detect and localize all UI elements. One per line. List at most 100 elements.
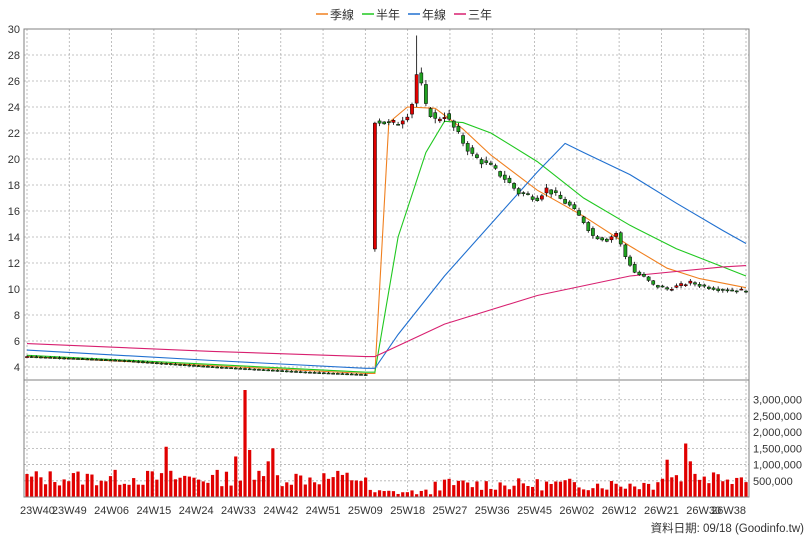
candle-down	[716, 288, 721, 291]
volume-bar	[377, 490, 382, 497]
volume-bar	[554, 481, 558, 497]
candle-down	[623, 244, 628, 257]
legend-label-halfyear: 半年	[376, 8, 400, 22]
volume-bar	[702, 476, 706, 497]
ma-line-3	[26, 265, 747, 358]
volume-bar	[707, 483, 711, 497]
volume-bar	[447, 478, 451, 497]
volume-bar	[475, 481, 479, 497]
volume-bar	[132, 478, 136, 497]
volume-bar	[350, 480, 354, 497]
volume-bar	[94, 485, 99, 497]
candle-down	[34, 356, 39, 359]
candle-down	[558, 194, 563, 199]
candle-down	[618, 232, 623, 245]
volume-bar	[479, 489, 484, 497]
volume-bar	[368, 489, 372, 497]
volume-bar	[739, 477, 743, 497]
candle-down	[697, 284, 702, 287]
volume-bar	[711, 472, 716, 497]
candle-down	[526, 193, 530, 195]
volume-bar	[401, 492, 405, 497]
volume-bar	[517, 478, 521, 497]
volume-bar	[164, 446, 168, 497]
volume-bar	[507, 489, 512, 497]
candle-down	[303, 371, 308, 374]
volume-bar	[633, 486, 637, 497]
volume-bar	[183, 475, 187, 497]
volume-y-axis: 500,000 1,000,000 1,500,000 2,000,000 2,500,…	[753, 395, 802, 488]
volume-bar	[396, 493, 400, 497]
volume-bar	[280, 486, 284, 497]
candle-down	[382, 121, 387, 125]
candle-down	[164, 363, 169, 365]
candle-down	[396, 124, 400, 126]
volume-bar	[234, 456, 238, 497]
price-y-tick-label: 10	[8, 284, 20, 296]
x-tick-label: 26W21	[644, 505, 679, 517]
volume-bar	[373, 492, 377, 497]
volume-bar	[674, 475, 679, 497]
volume-bar	[693, 473, 697, 497]
candle-down	[711, 287, 716, 290]
candle-down	[730, 289, 734, 292]
volume-bar	[141, 484, 145, 497]
candle-down	[257, 369, 261, 371]
candle-down	[628, 256, 632, 266]
candle-down	[48, 357, 53, 359]
candle-down	[266, 369, 271, 372]
volume-bar	[730, 483, 734, 497]
volume-bar	[684, 443, 688, 497]
volume-bar	[326, 478, 331, 497]
candle-down	[734, 290, 739, 293]
candle-down	[62, 357, 66, 360]
candle-down	[660, 285, 665, 288]
volume-bar	[558, 481, 563, 497]
candle-down	[322, 372, 326, 375]
volume-bar	[679, 481, 683, 497]
candle-down	[99, 359, 104, 361]
volume-bar	[535, 479, 539, 497]
volume-bar	[215, 469, 219, 497]
x-tick-label: 25W18	[390, 505, 425, 517]
candle-down	[567, 201, 572, 206]
ma-line-1	[26, 120, 747, 373]
volume-bar	[521, 483, 525, 497]
candle-down	[182, 364, 187, 366]
candle-down	[294, 371, 298, 373]
volume-bar	[637, 489, 641, 497]
volume-bar	[526, 485, 530, 497]
volume-bar	[206, 482, 210, 497]
volume-y-tick-label: 1,500,000	[753, 443, 802, 455]
volume-bar	[345, 472, 349, 497]
candle-down	[632, 264, 637, 273]
volume-bar	[456, 480, 460, 497]
candle-down	[651, 280, 656, 285]
price-y-tick-label: 6	[14, 336, 20, 348]
x-tick-label: 24W51	[306, 505, 341, 517]
candle-down	[637, 271, 642, 275]
volume-bar	[623, 488, 627, 497]
ma-line-2	[26, 142, 747, 369]
volume-bar	[619, 486, 623, 497]
volume-bar	[224, 471, 229, 497]
price-y-tick-label: 12	[8, 258, 20, 270]
x-tick-label: 24W33	[221, 505, 256, 517]
volume-grid	[24, 399, 749, 482]
data-source-footer: 資料日期: 09/18 (Goodinfo.tw)	[651, 521, 805, 535]
volume-bar	[81, 484, 85, 497]
volume-bar	[744, 482, 748, 497]
volume-bar	[285, 482, 289, 497]
volume-bar	[586, 490, 590, 497]
volume-bar	[340, 474, 345, 497]
candle-down	[386, 121, 391, 123]
x-tick-label: 24W42	[263, 505, 298, 517]
volume-bar	[187, 476, 191, 497]
candle-up	[442, 117, 447, 119]
volume-bar	[271, 448, 275, 497]
candle-down	[252, 368, 257, 371]
candle-down	[604, 238, 609, 242]
volume-bar	[248, 449, 252, 497]
x-tick-label: 24W24	[179, 505, 214, 517]
price-y-tick-label: 8	[14, 310, 20, 322]
